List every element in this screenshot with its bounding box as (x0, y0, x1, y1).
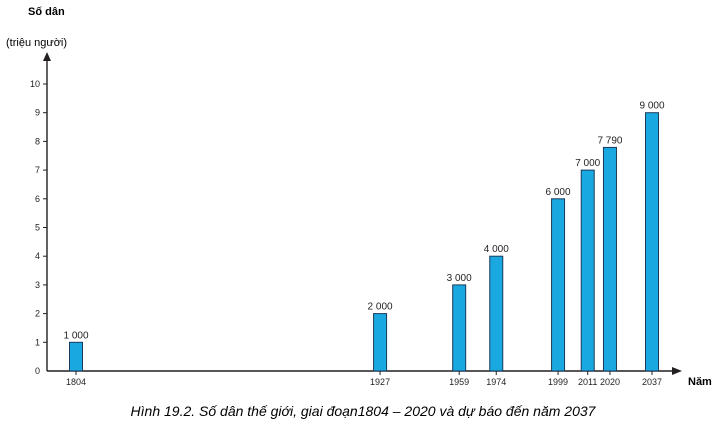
value-label-1804: 1 000 (63, 330, 88, 341)
x-tick-label-1804: 1804 (66, 377, 86, 387)
value-label-1927: 2 000 (368, 302, 393, 313)
x-tick-label-2037: 2037 (642, 377, 662, 387)
x-tick-label-2020: 2020 (600, 377, 620, 387)
figure-caption: Hình 19.2. Số dân thế giới, giai đoạn180… (131, 403, 597, 419)
x-axis-arrow-icon (672, 367, 682, 375)
bar-2020 (602, 146, 617, 372)
value-label-1959: 3 000 (447, 273, 472, 284)
bars (69, 112, 659, 372)
y-tick-label: 3 (35, 280, 40, 290)
bar-2037 (645, 112, 659, 372)
x-ticks: 1804 1927 1959 1974 1999 2011 2020 2037 (66, 371, 662, 387)
y-tick-label: 7 (35, 165, 40, 175)
y-tick-label: 2 (35, 309, 40, 319)
y-tick-label: 6 (35, 194, 40, 204)
value-label-1974: 4 000 (484, 244, 509, 255)
bar-1959 (452, 284, 467, 372)
x-axis-title: Năm (688, 376, 712, 388)
x-tick-label-1999: 1999 (548, 377, 568, 387)
y-axis-title: Số dân (28, 6, 65, 18)
y-tick-label: 0 (35, 366, 40, 376)
x-tick-label-1927: 1927 (370, 377, 390, 387)
bar-1974 (489, 255, 504, 372)
value-label-2011: 7 000 (575, 158, 600, 169)
bar-1804 (69, 341, 83, 372)
value-label-2020: 7 790 (597, 135, 622, 146)
y-tick-label: 5 (35, 223, 40, 233)
value-labels: 1 000 2 000 3 000 4 000 6 000 7 000 7 790 9 000 (63, 101, 664, 342)
y-axis-arrow-icon (43, 52, 51, 61)
axes (43, 52, 682, 375)
bar-1927 (373, 313, 388, 372)
y-tick-label: 8 (35, 136, 40, 146)
bar-2011 (580, 169, 595, 372)
y-ticks: 0 1 2 3 4 5 6 7 8 9 10 (30, 79, 47, 376)
y-tick-label: 1 (35, 337, 40, 347)
y-tick-label: 10 (30, 79, 40, 89)
x-tick-label-1974: 1974 (486, 377, 506, 387)
value-label-2037: 9 000 (639, 101, 664, 112)
y-axis-unit: (triệu người) (6, 37, 67, 49)
y-tick-label: 4 (35, 251, 40, 261)
value-label-1999: 6 000 (546, 187, 571, 198)
x-tick-label-2011: 2011 (578, 377, 597, 387)
bar-1999 (551, 198, 566, 372)
y-tick-label: 9 (35, 108, 40, 118)
x-tick-label-1959: 1959 (449, 377, 469, 387)
